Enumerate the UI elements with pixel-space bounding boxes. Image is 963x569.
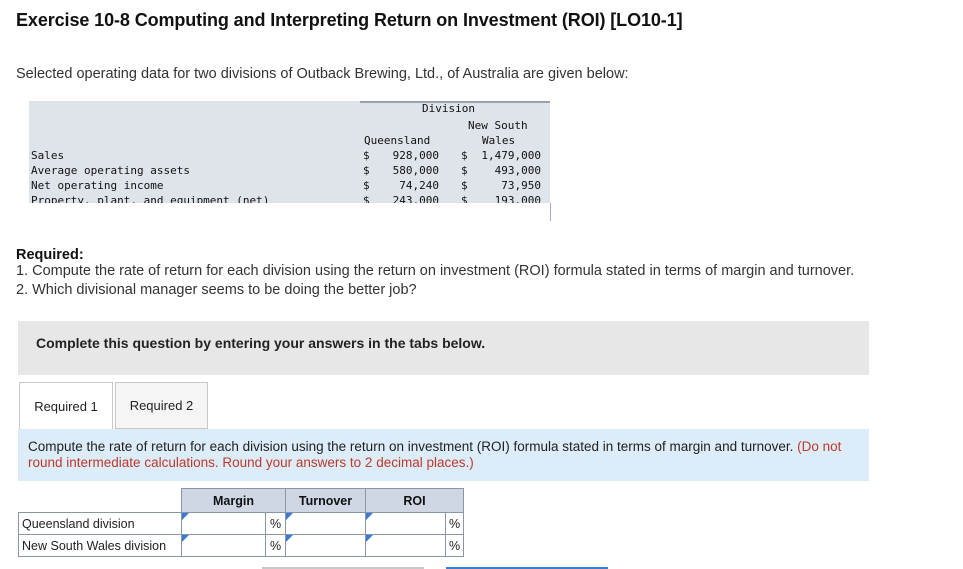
n-value: 73,950 <box>501 179 541 192</box>
header-margin: Margin <box>181 488 286 513</box>
col-header-queensland: Queensland <box>364 134 431 147</box>
turnover-input-nsw[interactable] <box>285 534 366 557</box>
tab-label: Required 1 <box>34 399 98 414</box>
percent-symbol: % <box>445 534 464 557</box>
margin-input-nsw[interactable] <box>180 534 267 557</box>
instructions-banner: Complete this question by entering your … <box>18 321 869 375</box>
banner-text: Complete this question by entering your … <box>36 335 486 351</box>
answer-table: Margin Turnover ROI Queensland division … <box>18 488 464 557</box>
table-row: Queensland division % % <box>18 512 464 535</box>
row-label-nsw: New South Wales division <box>18 534 182 557</box>
percent-symbol: % <box>265 512 286 535</box>
header-turnover: Turnover <box>285 488 366 513</box>
page-title: Exercise 10-8 Computing and Interpreting… <box>16 10 683 30</box>
division-header: Division <box>422 102 475 115</box>
tab-required-2[interactable]: Required 2 <box>115 382 208 429</box>
q-sym: $ <box>363 164 370 177</box>
q-value: 580,000 <box>392 164 439 177</box>
n-sym: $ <box>461 164 468 177</box>
percent-symbol: % <box>265 534 286 557</box>
turnover-input-queensland[interactable] <box>285 512 366 535</box>
tab-label: Required 2 <box>129 398 194 413</box>
intro-text: Selected operating data for two division… <box>16 66 629 82</box>
required-item-1: 1. Compute the rate of return for each d… <box>16 263 855 279</box>
n-value: 493,000 <box>494 164 541 177</box>
col-header-nsw-1: New South <box>468 119 528 132</box>
n-sym: $ <box>461 194 468 207</box>
row-label-sales: Sales <box>31 149 65 162</box>
n-sym: $ <box>461 179 468 192</box>
col-header-nsw-2: Wales <box>482 134 516 147</box>
roi-input-nsw[interactable] <box>365 534 446 557</box>
n-sym: $ <box>461 149 468 162</box>
table-band <box>29 101 550 203</box>
q-value: 928,000 <box>392 149 439 162</box>
operating-data-table: Division New South Queensland Wales Sale… <box>29 101 551 221</box>
nav-button-edge-right <box>446 567 608 569</box>
instruction-note: (Do not round intermediate calculations.… <box>28 439 842 470</box>
table-right-rule <box>550 203 551 221</box>
row-label-queensland: Queensland division <box>18 512 182 535</box>
required-item-2: 2. Which divisional manager seems to be … <box>16 282 417 298</box>
q-value: 74,240 <box>399 179 439 192</box>
nav-button-edge-left <box>262 567 424 569</box>
header-blank <box>18 488 182 513</box>
table-footer-space <box>29 203 550 221</box>
percent-symbol: % <box>445 512 464 535</box>
q-sym: $ <box>363 149 370 162</box>
row-label-noi: Net operating income <box>31 179 164 192</box>
header-roi: ROI <box>365 488 464 513</box>
tab-required-1[interactable]: Required 1 <box>19 382 113 430</box>
table-row: New South Wales division % % <box>18 534 464 557</box>
roi-input-queensland[interactable] <box>365 512 446 535</box>
q-sym: $ <box>363 194 370 207</box>
instruction-box: Compute the rate of return for each divi… <box>18 429 869 481</box>
q-sym: $ <box>363 179 370 192</box>
row-label-assets: Average operating assets <box>31 164 190 177</box>
instruction-text: Compute the rate of return for each divi… <box>28 439 794 454</box>
margin-input-queensland[interactable] <box>180 512 267 535</box>
answer-header-row: Margin Turnover ROI <box>18 488 464 513</box>
division-rule <box>360 101 550 103</box>
n-value: 1,479,000 <box>481 149 541 162</box>
required-heading: Required: <box>16 247 84 263</box>
